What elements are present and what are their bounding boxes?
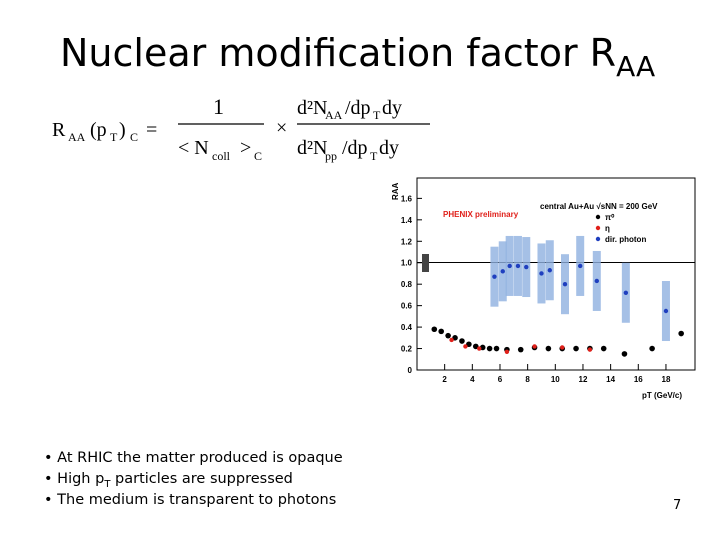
data-point bbox=[649, 345, 655, 352]
formula-part: pp bbox=[325, 149, 337, 163]
data-point bbox=[545, 345, 552, 352]
norm-box bbox=[422, 254, 429, 272]
formula-part: d²N bbox=[297, 137, 327, 159]
data-point bbox=[477, 346, 482, 351]
title-sub: AA bbox=[616, 50, 655, 83]
bullet-part: • At RHIC the matter produced is opaque bbox=[44, 450, 343, 466]
legend-marker bbox=[595, 225, 601, 231]
data-point bbox=[600, 345, 607, 352]
data-point bbox=[486, 345, 493, 352]
data-point bbox=[459, 338, 465, 344]
data-point bbox=[438, 328, 445, 335]
formula-part: T bbox=[110, 130, 118, 144]
y-tick-label: 1.4 bbox=[401, 216, 413, 225]
formula-part: coll bbox=[212, 149, 231, 163]
title-main: Nuclear modification factor R bbox=[60, 31, 616, 75]
data-point bbox=[500, 269, 505, 274]
formula-part: C bbox=[130, 130, 138, 144]
formula-part: R bbox=[52, 119, 66, 141]
data-point bbox=[449, 337, 454, 343]
x-tick-label: 6 bbox=[498, 375, 503, 384]
legend-marker bbox=[595, 214, 601, 220]
formula-part: × bbox=[276, 117, 287, 139]
formula-part: T bbox=[373, 108, 381, 122]
data-point bbox=[515, 263, 521, 269]
y-tick-label: 0 bbox=[408, 366, 413, 375]
plot-frame bbox=[416, 177, 696, 371]
data-point bbox=[578, 263, 583, 269]
y-tick-label: 1.6 bbox=[401, 194, 413, 203]
data-point bbox=[562, 281, 568, 287]
y-tick-label: 0.6 bbox=[401, 302, 413, 311]
data-point bbox=[678, 330, 684, 337]
bullet: • High pT particles are suppressed bbox=[44, 471, 293, 490]
y-axis-title: RAA bbox=[391, 182, 400, 200]
bullet-part: • The medium is transparent to photons bbox=[44, 492, 336, 508]
x-tick-label: 18 bbox=[662, 375, 671, 384]
data-point bbox=[517, 346, 524, 353]
legend-label: η bbox=[605, 224, 610, 233]
y-tick-label: 0.4 bbox=[401, 323, 413, 332]
data-point bbox=[621, 351, 628, 357]
data-point bbox=[507, 263, 512, 269]
page-number: 7 bbox=[673, 498, 681, 513]
data-point bbox=[532, 344, 537, 349]
data-point bbox=[492, 274, 497, 279]
slide-title: Nuclear modification factor RAA bbox=[60, 31, 655, 83]
data-point bbox=[623, 290, 629, 295]
formula-part: (p bbox=[90, 119, 107, 141]
formula-part: AA bbox=[68, 130, 86, 144]
data-point bbox=[431, 326, 438, 333]
x-tick-label: 2 bbox=[442, 375, 447, 384]
y-tick-label: 1.2 bbox=[401, 237, 413, 246]
legend-label: π⁰ bbox=[605, 213, 615, 222]
formula-part: T bbox=[370, 149, 378, 163]
formula-part: AA bbox=[325, 108, 343, 122]
formula-part: > bbox=[240, 137, 251, 159]
x-axis-title: pT (GeV/c) bbox=[642, 391, 682, 400]
data-point bbox=[493, 345, 500, 352]
legend-title: central Au+Au √sNN = 200 GeV bbox=[540, 202, 658, 211]
formula-part: dy bbox=[382, 97, 402, 119]
data-point bbox=[573, 345, 579, 352]
y-tick-label: 0.8 bbox=[401, 280, 413, 289]
data-point bbox=[560, 345, 565, 350]
legend-marker bbox=[595, 236, 601, 242]
data-point bbox=[594, 278, 600, 284]
bullet: • At RHIC the matter produced is opaque bbox=[44, 450, 343, 466]
annotation: PHENIX preliminary bbox=[443, 210, 519, 219]
formula-part: = bbox=[146, 119, 157, 141]
formula-part: < N bbox=[178, 137, 209, 159]
data-point bbox=[445, 332, 451, 339]
data-point bbox=[547, 268, 552, 273]
legend-label: dir. photon bbox=[605, 235, 646, 244]
data-point bbox=[663, 308, 669, 314]
formula-part: /dp bbox=[342, 137, 368, 159]
formula-part: /dp bbox=[345, 97, 371, 119]
data-point bbox=[524, 264, 529, 270]
data-point bbox=[539, 271, 544, 276]
y-tick-label: 1.0 bbox=[401, 259, 413, 268]
x-tick-label: 8 bbox=[525, 375, 530, 384]
x-tick-label: 4 bbox=[470, 375, 475, 384]
formula-part: d²N bbox=[297, 97, 327, 119]
x-tick-label: 10 bbox=[551, 375, 560, 384]
bullet-part: T bbox=[103, 479, 111, 490]
y-tick-label: 0.2 bbox=[401, 345, 413, 354]
bullet-part: particles are suppressed bbox=[110, 471, 292, 487]
x-tick-label: 16 bbox=[634, 375, 643, 384]
bullet-part: • High p bbox=[44, 471, 104, 487]
formula-part: 1 bbox=[213, 94, 224, 119]
bullet: • The medium is transparent to photons bbox=[44, 492, 336, 508]
x-tick-label: 14 bbox=[606, 375, 615, 384]
data-point bbox=[587, 347, 593, 352]
x-tick-label: 12 bbox=[579, 375, 588, 384]
formula-part: C bbox=[254, 149, 262, 163]
data-point bbox=[504, 349, 510, 354]
data-point bbox=[463, 344, 468, 349]
formula-part: ) bbox=[119, 119, 126, 141]
formula-part: dy bbox=[379, 137, 399, 159]
